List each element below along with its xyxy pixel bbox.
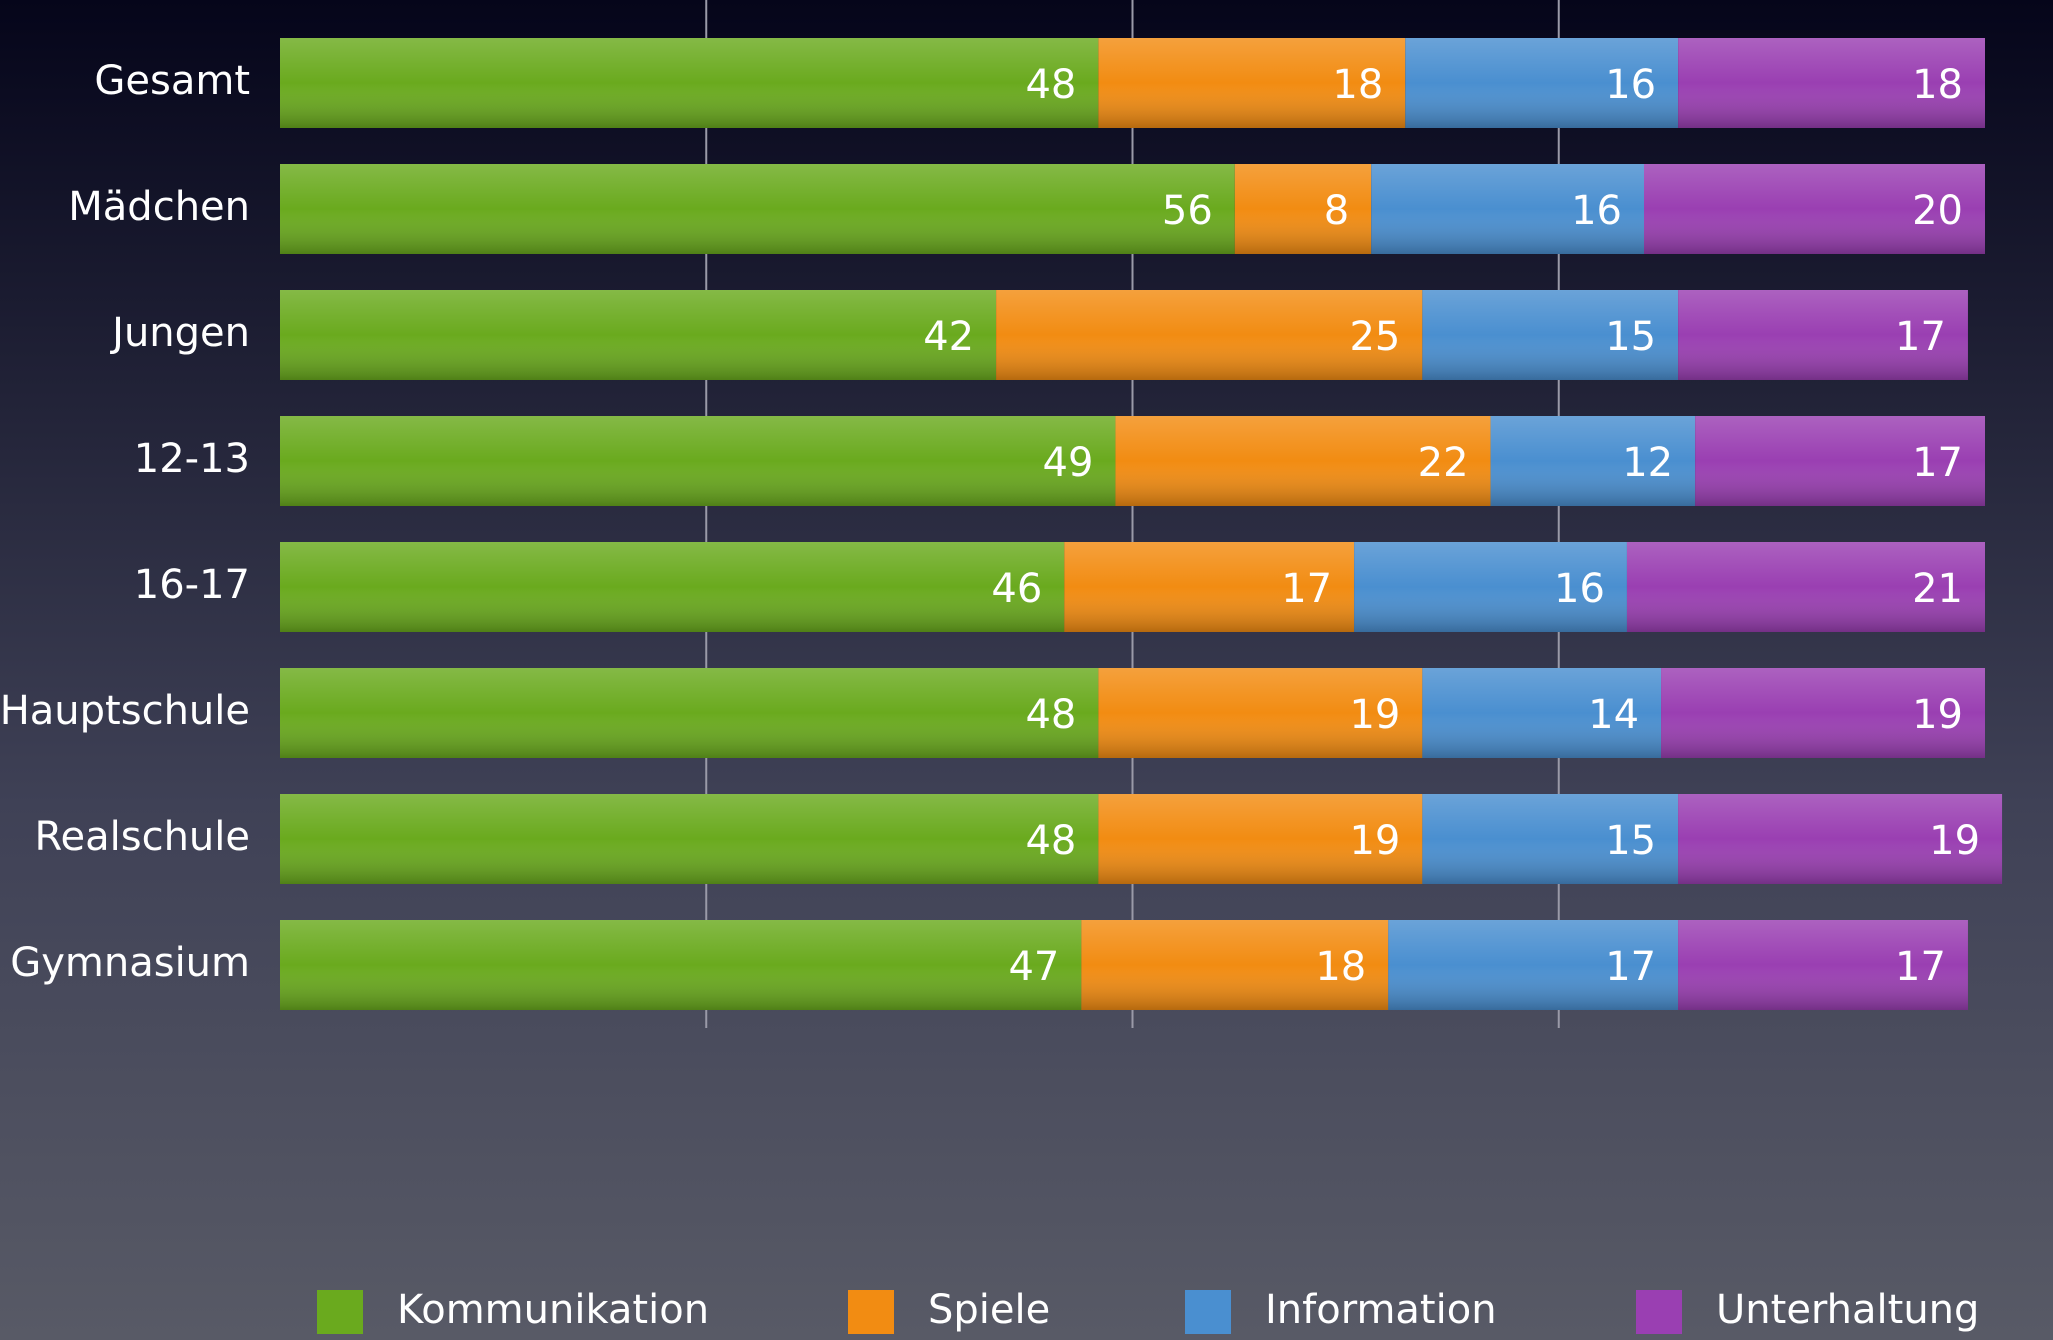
legend-label: Unterhaltung <box>1716 1287 1979 1333</box>
legend-label: Kommunikation <box>397 1287 709 1333</box>
bar-shade <box>280 920 1082 1010</box>
bar-shade <box>280 668 1099 758</box>
bar-shade <box>1354 542 1627 632</box>
data-label: 22 <box>1418 440 1469 486</box>
data-label: 47 <box>1008 944 1059 990</box>
y-tick-label: Gymnasium <box>10 940 250 986</box>
data-label: 25 <box>1349 314 1400 360</box>
data-label: 15 <box>1605 818 1656 864</box>
data-label: 49 <box>1043 440 1094 486</box>
bar-shade <box>280 542 1065 632</box>
bar-shade <box>1371 164 1644 254</box>
y-tick-label: Hauptschule <box>0 688 250 734</box>
data-label: 48 <box>1025 692 1076 738</box>
bar-shade <box>280 416 1116 506</box>
data-label: 18 <box>1332 62 1383 108</box>
legend-swatch <box>317 1290 363 1334</box>
legend-label: Spiele <box>928 1287 1050 1333</box>
bar-shade <box>280 290 997 380</box>
y-tick-label: Realschule <box>35 814 251 860</box>
legend-swatch <box>1185 1290 1231 1334</box>
bar-shade <box>1405 38 1679 128</box>
data-label: 17 <box>1281 566 1332 612</box>
bar-shade <box>1064 542 1355 632</box>
data-label: 15 <box>1605 314 1656 360</box>
data-label: 46 <box>991 566 1042 612</box>
y-tick-label: Jungen <box>109 310 250 356</box>
data-label: 17 <box>1895 314 1946 360</box>
bar-shade <box>1678 920 1968 1010</box>
bar-shade <box>1098 38 1406 128</box>
bar-shade <box>1098 794 1423 884</box>
data-label: 20 <box>1912 188 1963 234</box>
bar-shade <box>1626 542 1985 632</box>
bar-shade <box>1422 290 1679 380</box>
bar-shade <box>280 794 1099 884</box>
bar-shade <box>1695 416 1985 506</box>
legend-swatch <box>848 1290 894 1334</box>
data-label: 17 <box>1912 440 1963 486</box>
data-label: 19 <box>1912 692 1963 738</box>
bar-shade <box>1081 920 1389 1010</box>
bar-shade <box>1644 164 1985 254</box>
data-label: 18 <box>1912 62 1963 108</box>
y-tick-label: 16-17 <box>134 562 250 608</box>
data-label: 18 <box>1315 944 1366 990</box>
bar-shade <box>1422 668 1662 758</box>
bar-shade <box>280 164 1235 254</box>
data-label: 56 <box>1162 188 1213 234</box>
bar-shade <box>1678 38 1985 128</box>
y-tick-label: 12-13 <box>134 436 250 482</box>
bar-shade <box>1678 794 2003 884</box>
bar-shade <box>1678 290 1968 380</box>
data-label: 42 <box>923 314 974 360</box>
data-label: 19 <box>1349 692 1400 738</box>
bar-shade <box>1422 794 1679 884</box>
data-label: 17 <box>1895 944 1946 990</box>
data-label: 16 <box>1571 188 1622 234</box>
bar-shade <box>1098 668 1423 758</box>
data-label: 19 <box>1929 818 1980 864</box>
bar-shade <box>1234 164 1372 254</box>
data-label: 12 <box>1622 440 1673 486</box>
data-label: 16 <box>1605 62 1656 108</box>
bar-shade <box>280 38 1099 128</box>
data-label: 17 <box>1605 944 1656 990</box>
legend-swatch <box>1636 1290 1682 1334</box>
data-label: 48 <box>1025 818 1076 864</box>
bar-shade <box>1115 416 1491 506</box>
bar-shade <box>1661 668 1985 758</box>
bar-shade <box>1490 416 1696 506</box>
legend-label: Information <box>1265 1287 1497 1333</box>
data-label: 19 <box>1349 818 1400 864</box>
bar-shade <box>1388 920 1679 1010</box>
data-label: 8 <box>1324 188 1349 234</box>
data-label: 14 <box>1588 692 1639 738</box>
data-label: 21 <box>1912 566 1963 612</box>
y-tick-label: Mädchen <box>68 184 250 230</box>
y-tick-label: Gesamt <box>94 58 250 104</box>
data-label: 16 <box>1554 566 1605 612</box>
bar-shade <box>996 290 1423 380</box>
data-label: 48 <box>1025 62 1076 108</box>
